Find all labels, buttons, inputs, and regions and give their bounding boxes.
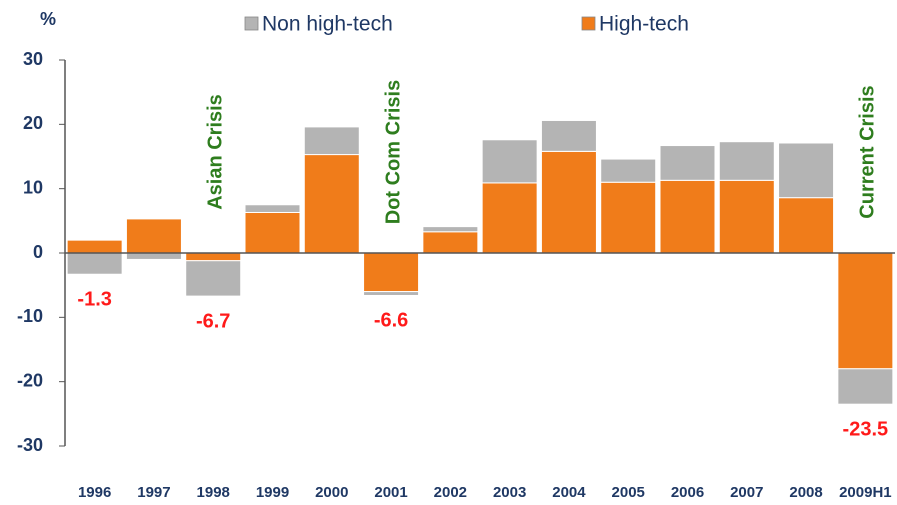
legend-label: Non high-tech	[262, 13, 393, 36]
y-tick-label: 30	[23, 49, 43, 69]
annotation: Current Crisis	[857, 85, 879, 218]
total-label: -6.7	[196, 310, 230, 332]
bar-segment	[837, 368, 894, 405]
bar-segment	[422, 226, 479, 233]
bar-segment	[244, 211, 301, 254]
x-tick-label: 2008	[789, 484, 822, 501]
bar-segment	[600, 158, 657, 183]
x-tick-label: 2002	[434, 484, 467, 501]
y-tick-label: -10	[17, 306, 43, 326]
bar-segment	[185, 252, 242, 262]
x-tick-label: 2004	[552, 484, 586, 501]
bar-segment	[363, 291, 420, 296]
bar-segment	[718, 179, 775, 254]
bar-segment	[125, 218, 182, 254]
bar-segment	[363, 252, 420, 293]
y-tick-label: -20	[17, 370, 43, 390]
x-tick-label: 1997	[137, 484, 170, 501]
bar-segment	[659, 179, 716, 254]
x-tick-label: 1996	[78, 484, 111, 501]
x-tick-label: 1998	[197, 484, 230, 501]
legend-swatch	[244, 16, 259, 31]
y-axis-label: %	[40, 9, 56, 29]
bar-segment	[125, 252, 182, 260]
total-label: -23.5	[843, 418, 889, 440]
x-tick-label: 2007	[730, 484, 763, 501]
bar-segment	[185, 260, 242, 297]
bar-segment	[303, 154, 360, 254]
bar-segment	[66, 239, 123, 254]
bar-segment	[659, 145, 716, 181]
bar-segment	[66, 252, 123, 275]
bar-segment	[778, 142, 835, 199]
total-label: -1.3	[77, 289, 111, 311]
y-tick-label: 20	[23, 113, 43, 133]
bar-segment	[540, 119, 597, 152]
legend-swatch	[581, 16, 596, 31]
bar-segment	[718, 141, 775, 181]
x-tick-label: 2006	[671, 484, 704, 501]
bar-segment	[837, 252, 894, 370]
total-label: -6.6	[374, 310, 408, 332]
bar-segment	[600, 181, 657, 254]
y-tick-label: -30	[17, 435, 43, 455]
y-tick-label: 0	[33, 242, 43, 262]
annotation: Dot Com Crisis	[382, 80, 404, 224]
bar-segment	[540, 150, 597, 254]
bar-segment	[422, 231, 479, 254]
annotation: Asian Crisis	[204, 94, 226, 210]
bar-segment	[481, 139, 538, 184]
x-tick-label: 1999	[256, 484, 289, 501]
x-tick-label: 2005	[612, 484, 645, 501]
bar-segment	[303, 126, 360, 156]
legend-label: High-tech	[599, 13, 689, 36]
y-tick-label: 10	[23, 177, 43, 197]
bar-segment	[481, 182, 538, 254]
x-tick-label: 2003	[493, 484, 526, 501]
x-tick-label: 2001	[374, 484, 407, 501]
bar-segment	[244, 204, 301, 213]
x-tick-label: 2000	[315, 484, 348, 501]
bar-segment	[778, 197, 835, 254]
x-tick-label: 2009H1	[839, 484, 892, 501]
